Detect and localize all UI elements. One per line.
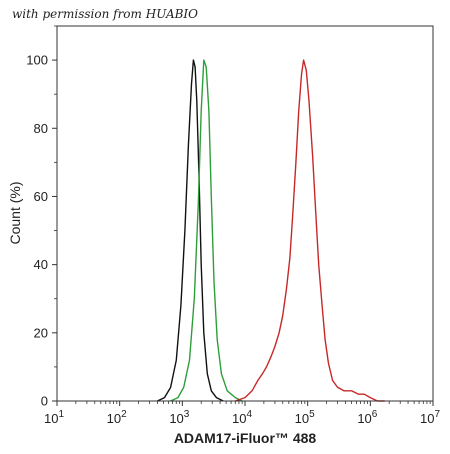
watermark-text: with permission from HUABIO — [12, 7, 198, 21]
y-tick-label: 20 — [34, 325, 48, 340]
x-axis-title: ADAM17-iFluor™ 488 — [174, 430, 317, 446]
y-axis-title: Count (%) — [7, 181, 23, 244]
x-tick-label: 104 — [232, 409, 252, 426]
x-tick-label: 103 — [169, 409, 189, 426]
x-axis: 101 102 103 104 105 106 107 — [44, 401, 440, 426]
x-tick-label: 101 — [44, 409, 64, 426]
y-tick-label: 40 — [34, 257, 48, 272]
y-tick-label: 100 — [26, 53, 48, 68]
y-tick-label: 60 — [34, 189, 48, 204]
y-axis: 0 20 40 60 80 100 — [26, 25, 57, 409]
x-tick-label: 105 — [295, 409, 315, 426]
series-line-3 — [235, 59, 385, 402]
series-layer — [157, 59, 385, 402]
x-tick-label: 107 — [420, 409, 440, 426]
x-tick-label: 102 — [107, 409, 127, 426]
series-line-1 — [157, 59, 224, 402]
x-tick-label: 106 — [357, 409, 377, 426]
series-line-2 — [170, 59, 243, 402]
y-tick-label: 0 — [41, 394, 48, 409]
y-tick-label: 80 — [34, 121, 48, 136]
plot-frame — [56, 25, 434, 402]
